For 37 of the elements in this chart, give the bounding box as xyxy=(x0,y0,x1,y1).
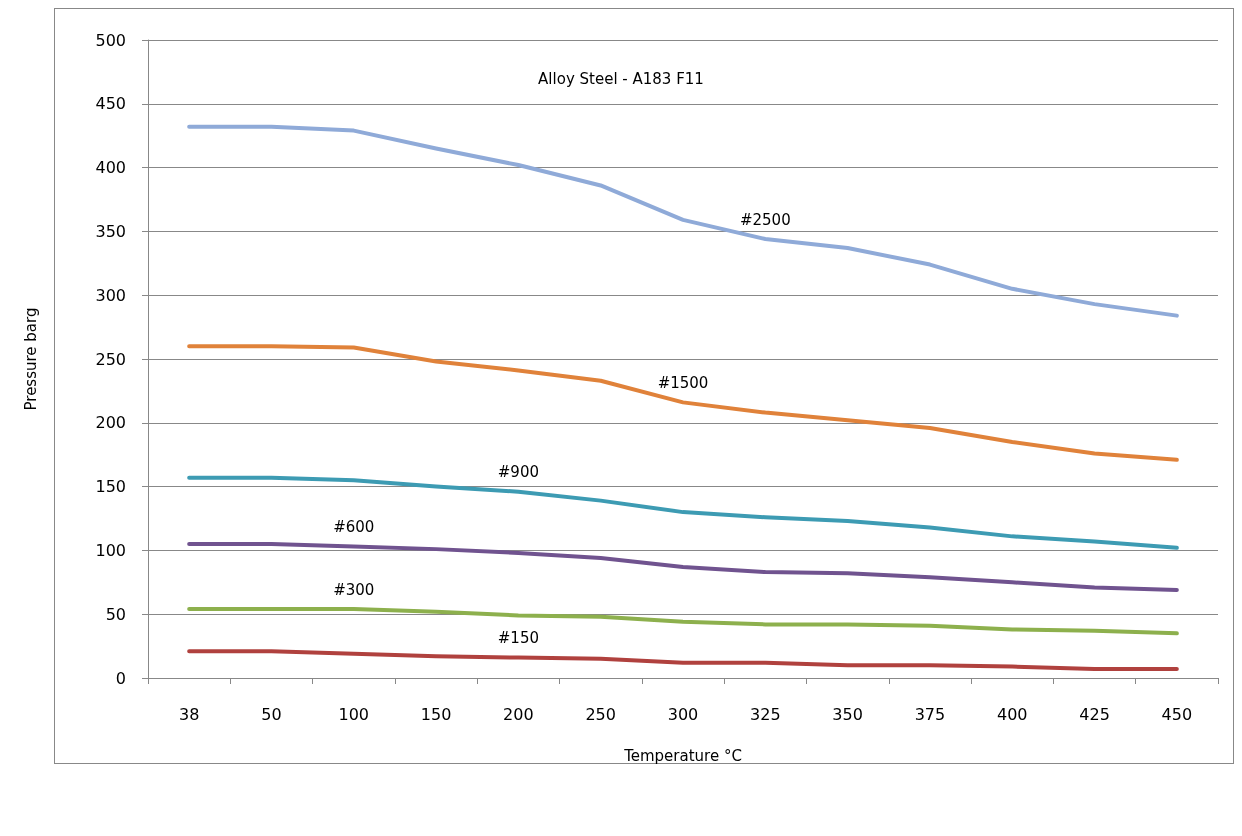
y-tick-label: 300 xyxy=(95,285,126,305)
x-tick-label: 100 xyxy=(338,704,370,724)
x-axis-title: Temperature °C xyxy=(623,746,742,765)
y-tick-label: 450 xyxy=(95,94,126,114)
series-label: #600 xyxy=(333,518,375,537)
y-tick-label: 200 xyxy=(95,413,126,433)
line-series xyxy=(187,344,1179,462)
x-tick-label: 250 xyxy=(585,704,616,724)
y-tick-label: 350 xyxy=(95,221,126,241)
y-tick-label: 50 xyxy=(105,604,126,624)
x-tick-label: 425 xyxy=(1079,704,1110,724)
text: Alloy Steel - A183 F11 xyxy=(538,69,704,88)
x-tick-label: 50 xyxy=(261,704,282,724)
y-tick-label: 250 xyxy=(95,349,126,369)
x-tick-label: 200 xyxy=(503,704,534,724)
x-tick-label: 375 xyxy=(914,704,946,724)
x-tick-label: 150 xyxy=(420,704,452,724)
line-series xyxy=(187,475,1179,550)
x-tick-label: 400 xyxy=(996,704,1028,724)
line-series xyxy=(187,124,1179,318)
y-tick-label: 150 xyxy=(95,477,126,497)
series-label: #150 xyxy=(497,629,539,648)
series-label: #2500 xyxy=(739,210,791,229)
line-series xyxy=(187,649,1179,672)
x-tick-label: 350 xyxy=(832,704,863,724)
series-label: #300 xyxy=(333,580,375,599)
x-tick-label: 300 xyxy=(667,704,699,724)
x-tick-label: 450 xyxy=(1161,704,1193,724)
x-tick-label: 38 xyxy=(178,704,200,724)
series-label: #900 xyxy=(497,463,539,482)
y-tick-label: 0 xyxy=(115,668,126,688)
y-axis-title: Pressure barg xyxy=(21,307,40,411)
y-tick-label: 400 xyxy=(95,158,126,178)
x-tick-label: 325 xyxy=(750,704,781,724)
series-label: #1500 xyxy=(657,373,709,392)
y-tick-label: 500 xyxy=(95,30,126,50)
y-tick-label: 100 xyxy=(95,540,126,560)
